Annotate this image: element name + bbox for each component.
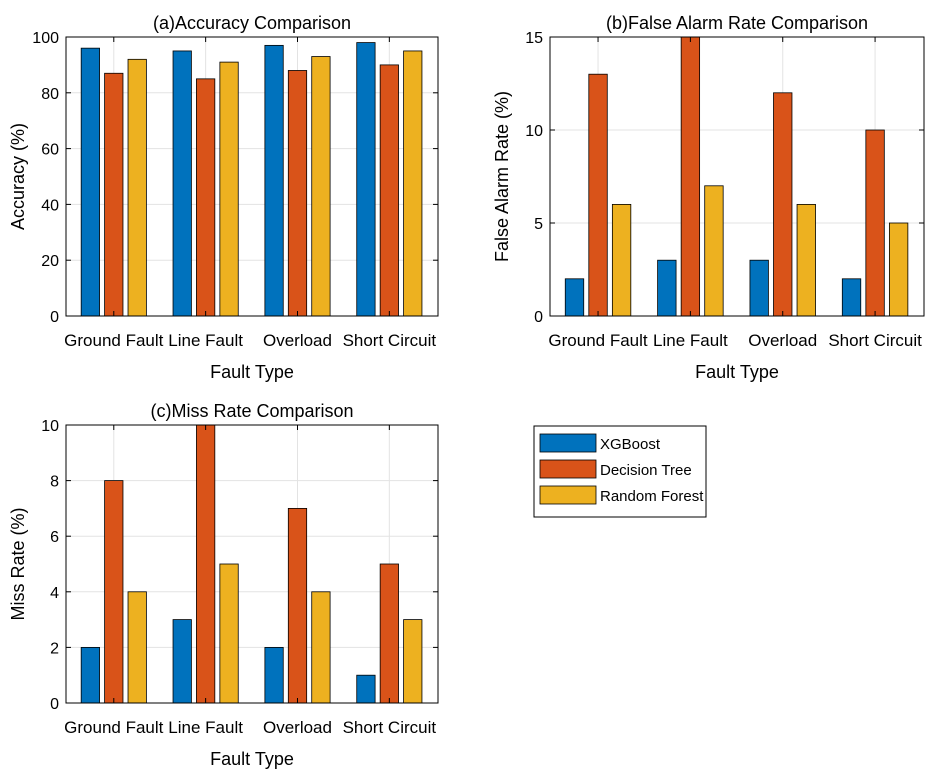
legend-swatch (539, 459, 597, 479)
x-tick-label: Overload (748, 331, 817, 350)
y-tick-label: 100 (32, 30, 59, 47)
y-tick-label: 10 (41, 418, 59, 435)
bar-xgboost (841, 278, 862, 317)
y-axis-label: Miss Rate (%) (8, 507, 28, 620)
y-tick-label: 6 (50, 529, 59, 546)
x-tick-label: Ground Fault (64, 331, 163, 350)
y-tick-label: 80 (41, 86, 59, 103)
x-tick-label: Short Circuit (343, 331, 437, 350)
bar-xgboost (356, 674, 376, 704)
bar-xgboost (657, 259, 677, 317)
x-axis-label: Fault Type (695, 362, 779, 382)
y-tick-label: 2 (50, 640, 59, 657)
plot-frame (549, 36, 925, 317)
bar-decision-tree (379, 64, 399, 317)
x-tick-label: Short Circuit (343, 718, 437, 737)
bar-random-forest (311, 56, 331, 317)
legend-label: Decision Tree (600, 462, 692, 479)
x-tick-label: Ground Fault (548, 331, 647, 350)
x-tick-label: Short Circuit (828, 331, 922, 350)
y-tick-label: 40 (41, 197, 59, 214)
bar-xgboost (80, 47, 100, 317)
bar-decision-tree (104, 480, 124, 704)
bar-decision-tree (865, 129, 885, 317)
y-axis-label: Accuracy (%) (8, 123, 28, 230)
x-tick-label: Line Fault (168, 718, 243, 737)
bar-xgboost (564, 278, 585, 317)
chart-panel-3: 0 2 4 6 8 10 Ground Fault Line Fault Overload Sho… (8, 401, 439, 769)
x-tick-label: Overload (263, 331, 332, 350)
bar-xgboost (749, 259, 769, 317)
bar-decision-tree (680, 36, 701, 317)
bar-decision-tree (287, 70, 308, 317)
chart-title: (b)False Alarm Rate Comparison (606, 13, 868, 33)
bar-random-forest (796, 203, 816, 317)
x-axis-label: Fault Type (210, 749, 294, 769)
bar-xgboost (264, 44, 284, 317)
plot-frame (65, 36, 439, 317)
bar-decision-tree (196, 78, 216, 317)
bar-xgboost (356, 42, 376, 317)
bar-xgboost (80, 647, 100, 704)
bar-decision-tree (196, 424, 216, 704)
bar-random-forest (127, 591, 147, 704)
y-tick-label: 15 (525, 30, 543, 47)
legend-label: XGBoost (600, 436, 661, 453)
bar-random-forest (704, 185, 724, 317)
chart-panel-2: 0 5 10 15 Ground Fault Line Fault Overload Shor… (492, 13, 925, 382)
bar-random-forest (403, 50, 423, 317)
y-tick-label: 5 (534, 216, 543, 233)
bar-random-forest (127, 58, 147, 317)
bar-decision-tree (379, 563, 399, 704)
y-tick-label: 8 (50, 474, 59, 491)
y-tick-label: 60 (41, 142, 59, 159)
y-tick-label: 0 (534, 309, 543, 326)
y-tick-label: 0 (50, 696, 59, 713)
y-axis-label: False Alarm Rate (%) (492, 91, 512, 262)
bar-random-forest (219, 61, 239, 317)
bar-xgboost (264, 647, 284, 704)
bar-random-forest (219, 563, 239, 704)
plot-frame (65, 424, 439, 704)
x-tick-label: Overload (263, 718, 332, 737)
x-tick-label: Ground Fault (64, 718, 163, 737)
x-tick-label: Line Fault (653, 331, 728, 350)
bar-decision-tree (588, 73, 608, 317)
legend-swatch (539, 433, 597, 453)
chart-panel-1: 0 20 40 60 80 100 Ground Fault Line Fault Overlo… (8, 13, 439, 382)
y-tick-label: 20 (41, 253, 59, 270)
chart-title: (a)Accuracy Comparison (153, 13, 351, 33)
y-tick-label: 4 (50, 585, 59, 602)
y-tick-label: 0 (50, 309, 59, 326)
legend-label: Random Forest (600, 488, 704, 505)
bar-random-forest (888, 222, 909, 317)
bar-decision-tree (773, 92, 793, 317)
legend-swatch (539, 485, 597, 505)
bar-random-forest (311, 591, 331, 704)
bar-decision-tree (104, 72, 124, 317)
bar-xgboost (172, 619, 192, 704)
x-tick-label: Line Fault (168, 331, 243, 350)
chart-title: (c)Miss Rate Comparison (150, 401, 353, 421)
bar-random-forest (611, 203, 632, 317)
x-axis-label: Fault Type (210, 362, 294, 382)
y-tick-label: 10 (525, 123, 543, 140)
bar-random-forest (403, 619, 423, 704)
bar-decision-tree (287, 507, 308, 704)
legend: XGBoost Decision Tree Random Forest (533, 425, 707, 518)
bar-xgboost (172, 50, 192, 317)
